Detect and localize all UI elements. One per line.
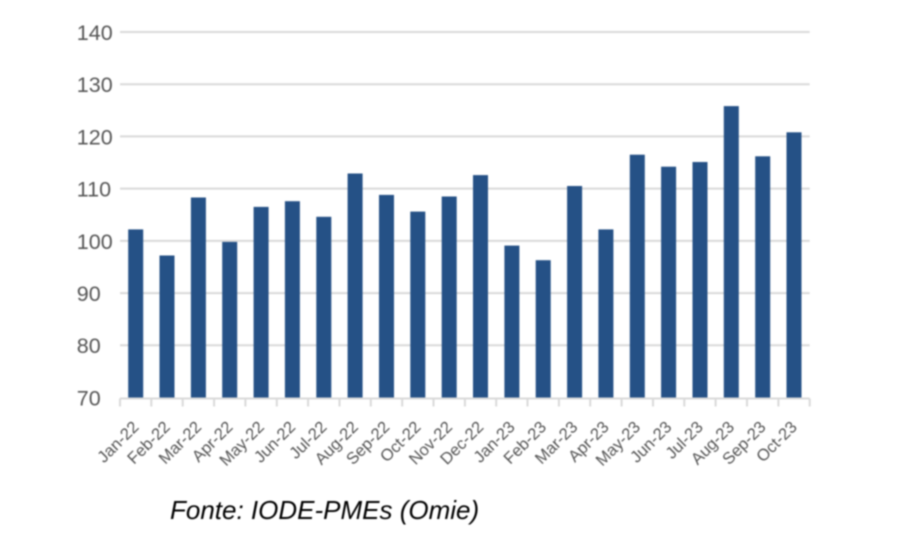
svg-text:110: 110 [77, 178, 111, 202]
svg-text:100: 100 [77, 230, 113, 254]
svg-text:120: 120 [77, 125, 113, 149]
svg-text:90: 90 [77, 282, 101, 306]
svg-text:140: 140 [77, 21, 113, 45]
svg-text:80: 80 [77, 334, 101, 358]
svg-text:Fonte: IODE-PMEs (Omie): Fonte: IODE-PMEs (Omie) [170, 495, 479, 525]
svg-text:130: 130 [77, 73, 113, 97]
svg-text:70: 70 [77, 386, 101, 410]
